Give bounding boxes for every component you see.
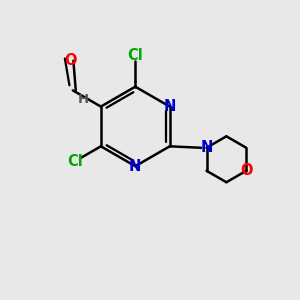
Text: O: O	[240, 163, 253, 178]
Text: Cl: Cl	[128, 48, 143, 63]
Text: N: N	[200, 140, 213, 155]
Text: H: H	[77, 93, 89, 106]
Text: N: N	[129, 159, 142, 174]
Text: O: O	[64, 53, 77, 68]
Text: N: N	[164, 99, 176, 114]
Text: Cl: Cl	[68, 154, 83, 169]
